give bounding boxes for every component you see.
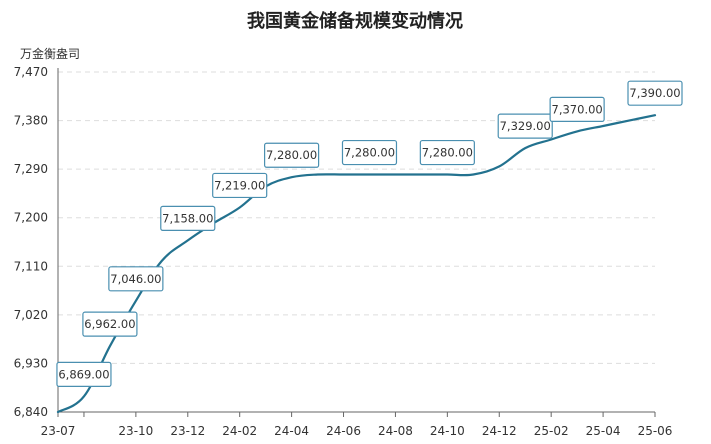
data-label-text: 6,962.00	[84, 317, 135, 331]
data-label-text: 7,046.00	[110, 272, 161, 286]
data-label-box	[82, 311, 138, 337]
data-label-box	[497, 113, 553, 139]
data-label-text: 7,219.00	[214, 178, 265, 192]
y-tick-label: 7,110	[14, 259, 48, 273]
series-line-layer	[56, 114, 657, 414]
data-label: 7,280.00	[341, 139, 398, 166]
data-label: 7,158.00	[160, 205, 216, 231]
data-label: 7,390.00	[627, 80, 683, 106]
x-tick-label: 24-10	[430, 424, 465, 438]
x-tick-label: 25-04	[586, 424, 621, 438]
data-label-box	[549, 96, 605, 122]
data-label: 7,219.00	[212, 172, 268, 199]
x-tick-label: 25-06	[638, 424, 673, 438]
data-label-text: 7,280.00	[266, 148, 317, 162]
data-label: 7,046.00	[108, 266, 164, 292]
y-tick-label: 6,930	[14, 356, 48, 370]
y-tick-label: 7,200	[14, 211, 48, 225]
data-label-box	[212, 172, 268, 199]
y-tick-label: 7,470	[14, 65, 48, 79]
data-label-box	[160, 205, 216, 231]
y-tick-label: 7,020	[14, 308, 48, 322]
y-tick-label: 7,380	[14, 114, 48, 128]
data-labels: 6,869.00 6,962.00 7,046.00 7,158.00 7,219.00…	[56, 80, 683, 387]
data-label-text: 6,869.00	[58, 367, 109, 381]
y-tick-label: 6,840	[14, 405, 48, 419]
data-label-text: 7,280.00	[344, 146, 395, 160]
x-tick-label: 24-12	[482, 424, 517, 438]
x-tick-label: 23-10	[118, 424, 153, 438]
x-axis-ticks: 23-07 23-10 23-12 24-02 24-04 24-06 24-08 24-10…	[41, 412, 673, 438]
data-label: 7,329.00	[497, 113, 553, 139]
y-tick-label: 7,290	[14, 162, 48, 176]
data-label: 7,280.00	[419, 139, 475, 166]
data-label-box	[264, 142, 320, 168]
data-label: 7,370.00	[549, 96, 605, 122]
data-label-box	[419, 139, 475, 166]
x-tick-label: 24-02	[222, 424, 257, 438]
axes	[57, 68, 655, 413]
data-label: 7,280.00	[264, 142, 320, 168]
data-label-text: 7,390.00	[629, 86, 680, 100]
data-label-box	[341, 139, 398, 166]
x-tick-label: 23-12	[170, 424, 205, 438]
data-label-box	[56, 361, 112, 387]
data-label-text: 7,370.00	[552, 102, 603, 116]
x-tick-label: 24-04	[274, 424, 309, 438]
data-label-text: 7,280.00	[422, 146, 473, 160]
data-label-box	[627, 80, 683, 106]
data-label-box	[108, 266, 164, 292]
series-line	[56, 114, 657, 414]
chart-title: 我国黄金储备规模变动情况	[247, 10, 463, 32]
x-tick-label: 25-02	[534, 424, 569, 438]
x-tick-label: 24-06	[326, 424, 361, 438]
data-label-text: 7,329.00	[500, 119, 551, 133]
y-axis-unit-label: 万金衡盎司	[20, 46, 80, 61]
y-axis-ticks: 6,840 6,930 7,020 7,110 7,200 7,290 7,380 7,470	[14, 65, 48, 419]
x-tick-label: 23-07	[41, 424, 76, 438]
data-label: 6,962.00	[82, 311, 138, 337]
x-tick-label: 24-08	[378, 424, 413, 438]
data-label-text: 7,158.00	[162, 211, 213, 225]
data-label: 6,869.00	[56, 361, 112, 387]
